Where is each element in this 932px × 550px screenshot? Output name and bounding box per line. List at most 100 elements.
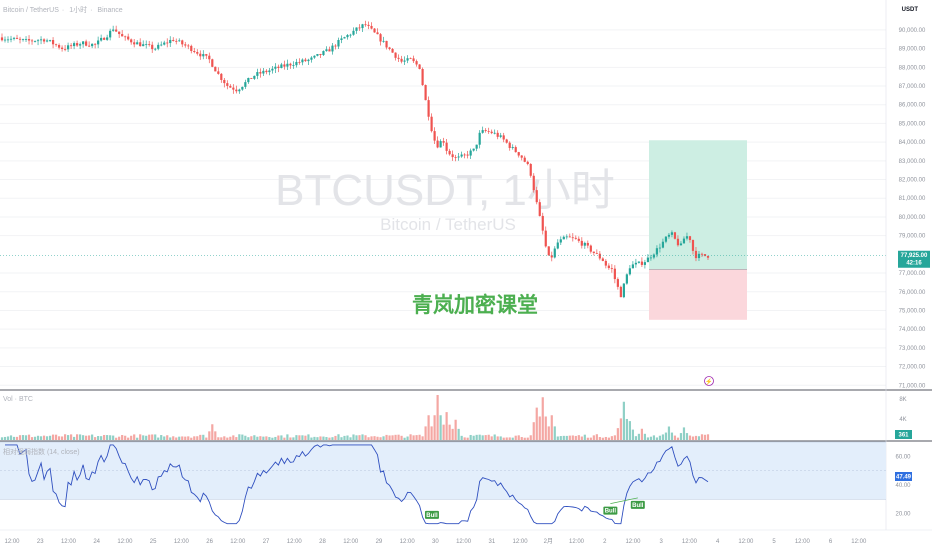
candle <box>69 45 73 47</box>
volume-bar <box>424 426 427 440</box>
candle <box>151 44 154 50</box>
volume-bar <box>463 437 466 440</box>
candle <box>616 279 619 287</box>
candle <box>544 230 547 247</box>
candle <box>178 40 181 42</box>
candle <box>172 39 175 41</box>
time-tick: 12:00 <box>456 539 472 545</box>
candle <box>307 59 310 62</box>
volume-bar <box>42 435 46 440</box>
candle <box>298 61 301 63</box>
volume-bar <box>217 437 220 440</box>
candle <box>184 44 187 46</box>
loss-zone <box>649 269 747 320</box>
volume-bar <box>439 415 442 440</box>
candle <box>589 245 592 252</box>
time-tick: 12:00 <box>400 539 416 545</box>
candle <box>166 42 169 44</box>
volume-bar <box>256 436 259 440</box>
candle <box>24 39 28 40</box>
rsi-legend[interactable]: 相对强弱指数 (14, close) <box>3 449 80 456</box>
lightning-glyph: ⚡ <box>705 378 712 386</box>
candle <box>91 43 94 47</box>
bull-label-text: Bull <box>605 509 617 515</box>
volume-bar <box>292 437 295 440</box>
volume-bar <box>610 436 613 440</box>
candle <box>505 139 508 143</box>
volume-bar <box>688 435 692 440</box>
candle <box>262 70 265 74</box>
volume-bar <box>487 434 490 440</box>
time-tick: 28 <box>319 539 326 545</box>
volume-bar <box>640 428 644 440</box>
volume-tag <box>895 430 912 439</box>
candle <box>27 39 31 41</box>
candle <box>370 25 373 29</box>
volume-bar <box>76 434 79 440</box>
candle <box>655 248 659 255</box>
candle <box>439 141 442 148</box>
volume-bar <box>358 435 361 440</box>
candle <box>60 47 64 49</box>
volume-bar <box>448 424 451 440</box>
volume-bar <box>559 436 562 440</box>
volume-bar <box>379 437 382 440</box>
volume-bar <box>193 436 196 440</box>
volume-bar <box>163 436 166 440</box>
volume-bar <box>628 421 631 440</box>
volume-bar <box>112 435 115 440</box>
volume-bar <box>91 434 94 440</box>
volume-bar <box>18 435 22 440</box>
volume-bar <box>373 436 376 440</box>
candle <box>265 70 268 73</box>
candle <box>550 255 553 258</box>
volume-bar <box>82 435 85 440</box>
candle <box>244 82 247 87</box>
price-tick: 75,000.00 <box>899 308 926 314</box>
candle <box>199 53 202 57</box>
volume-bar <box>370 436 373 440</box>
volume-bar <box>27 434 31 440</box>
candle <box>442 141 445 143</box>
candle <box>319 54 322 56</box>
candle <box>283 64 286 67</box>
time-tick: 26 <box>206 539 213 545</box>
time-tick: 12:00 <box>61 539 77 545</box>
volume-bar <box>631 429 634 440</box>
candle <box>106 37 109 40</box>
candle <box>511 147 514 148</box>
candle <box>457 156 460 158</box>
candle <box>373 28 376 33</box>
price-tick: 89,000.00 <box>899 47 926 53</box>
volume-bar <box>406 436 409 440</box>
volume-bar <box>550 415 553 440</box>
volume-bar <box>331 437 334 440</box>
time-tick: 12:00 <box>625 539 641 545</box>
volume-bar <box>517 435 520 440</box>
rsi-tick: 60.00 <box>895 454 911 460</box>
symbol-legend[interactable]: Bitcoin / TetherUS · 1小时 · Binance <box>3 7 123 14</box>
candle <box>364 24 367 26</box>
price-tick: 84,000.00 <box>899 140 926 146</box>
candle <box>63 48 67 50</box>
candle <box>580 240 583 246</box>
volume-bar <box>664 432 668 440</box>
time-tick: 12:00 <box>851 539 867 545</box>
volume-bar <box>151 434 154 440</box>
volume-bar <box>457 428 460 440</box>
time-tick: 12:00 <box>513 539 529 545</box>
bull-label-text: Bull <box>632 503 644 509</box>
currency-label[interactable]: USDT <box>901 7 918 13</box>
volume-bar <box>490 436 493 440</box>
volume-bar <box>265 436 268 440</box>
price-tick: 85,000.00 <box>899 121 926 127</box>
bull-label <box>603 506 618 515</box>
candle <box>88 45 91 47</box>
volume-bar <box>511 437 514 440</box>
volume-legend[interactable]: Vol · BTC <box>3 396 33 403</box>
volume-bar <box>73 436 76 440</box>
candle <box>121 34 124 37</box>
candle <box>679 243 683 246</box>
volume-bar <box>340 437 343 440</box>
